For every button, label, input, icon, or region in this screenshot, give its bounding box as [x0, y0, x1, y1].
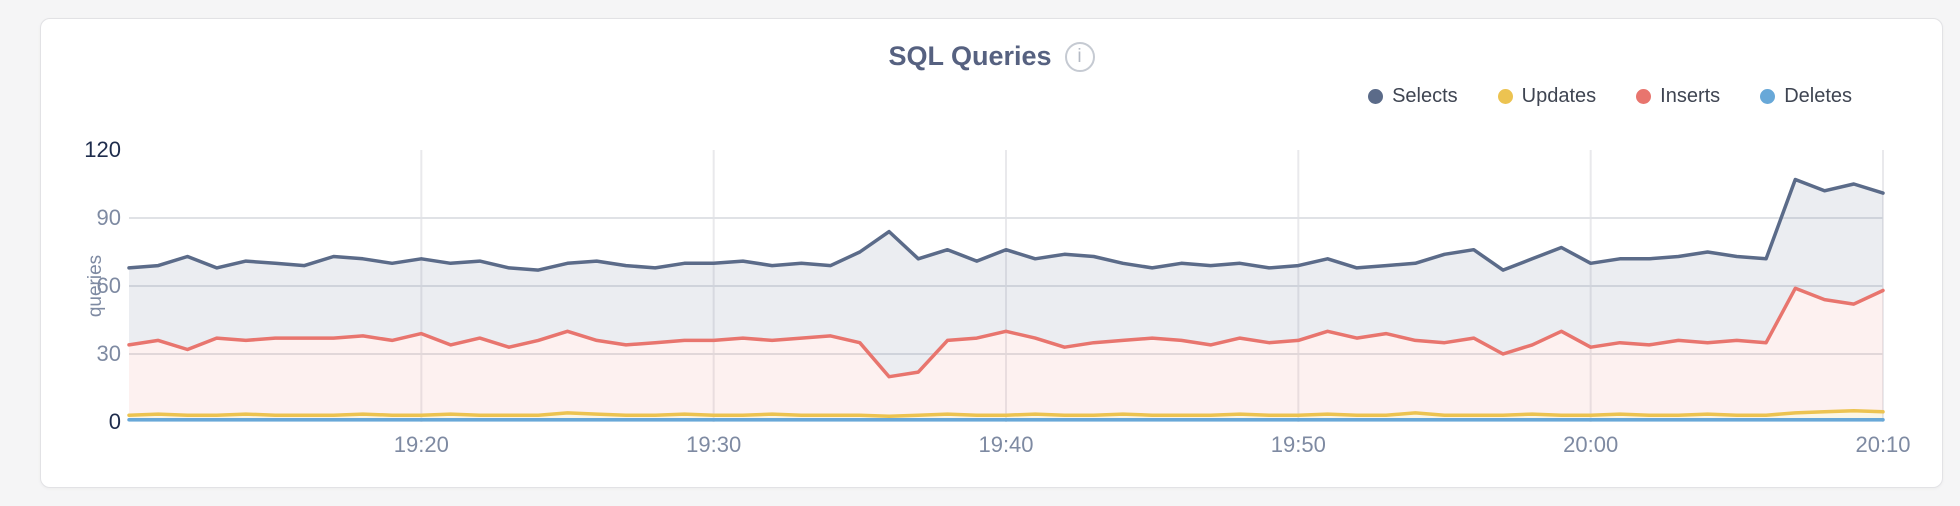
info-icon[interactable]: i — [1064, 41, 1095, 72]
chart-card: SQL Queries i Selects Updates Inserts Delet… — [40, 18, 1943, 488]
y-tick-120: 120 — [84, 137, 121, 162]
legend-dot-selects — [1368, 89, 1384, 104]
y-tick-90: 90 — [96, 205, 121, 230]
area-inserts — [129, 288, 1883, 417]
legend-label: Selects — [1392, 85, 1458, 107]
plot-area[interactable] — [127, 150, 1885, 422]
x-tick-1950: 19:50 — [1270, 432, 1326, 457]
legend-label: Deletes — [1784, 85, 1852, 107]
legend-item-updates[interactable]: Updates — [1497, 85, 1597, 108]
legend-item-selects[interactable]: Selects — [1368, 85, 1458, 108]
legend-item-deletes[interactable]: Deletes — [1760, 85, 1852, 108]
sql-queries-chart: queries 0 30 60 90 120 19:20 19:30 19:40 19:50 2… — [41, 19, 1942, 487]
line-updates — [127, 408, 1885, 419]
x-tick-1930: 19:30 — [686, 432, 742, 457]
title-row: SQL Queries i — [41, 41, 1942, 72]
x-tick-1920: 19:20 — [393, 432, 449, 457]
legend: Selects Updates Inserts Deletes — [1368, 85, 1852, 108]
x-tick-2010: 20:10 — [1855, 432, 1911, 457]
chart-title: SQL Queries — [888, 41, 1052, 71]
area-selects — [129, 179, 1883, 377]
info-icon-glyph: i — [1077, 45, 1082, 67]
legend-label: Updates — [1521, 85, 1597, 107]
x-tick-2000: 20:00 — [1563, 432, 1619, 457]
y-tick-0: 0 — [108, 409, 121, 434]
legend-item-inserts[interactable]: Inserts — [1636, 85, 1720, 108]
legend-label: Inserts — [1660, 85, 1721, 107]
legend-dot-deletes — [1760, 89, 1776, 104]
y-tick-30: 30 — [96, 341, 121, 366]
legend-dot-inserts — [1636, 89, 1652, 104]
y-tick-60: 60 — [96, 273, 121, 298]
x-tick-1940: 19:40 — [978, 432, 1034, 457]
line-selects — [127, 177, 1885, 272]
line-inserts — [127, 286, 1885, 379]
legend-dot-updates — [1497, 89, 1513, 104]
x-axis-ticks: 19:20 19:30 19:40 19:50 20:00 20:10 — [129, 432, 1911, 462]
y-axis-ticks: 0 30 60 90 120 — [41, 137, 121, 434]
